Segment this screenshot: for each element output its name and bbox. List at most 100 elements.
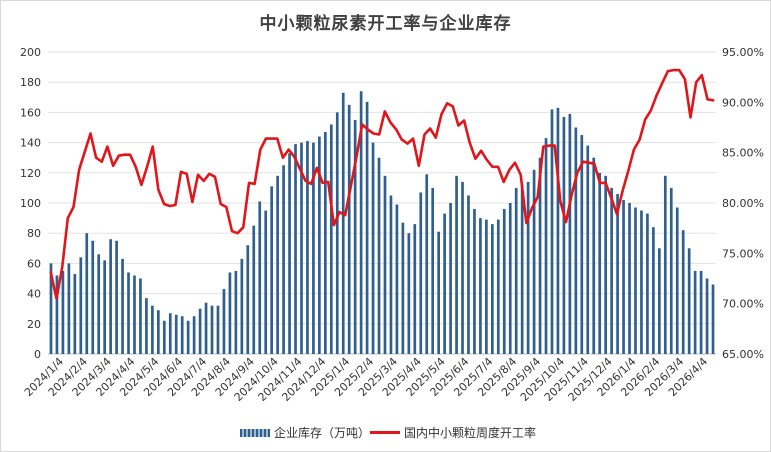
bar [222,289,226,354]
bar [318,136,321,354]
bar [353,119,357,354]
bar [300,142,303,354]
bar [347,104,351,354]
bar [329,124,333,354]
bar [335,112,339,355]
bar [514,187,518,354]
bar [467,195,470,354]
bar [252,225,256,354]
bar [711,284,715,354]
right-axis-ticks: 65.00% 70.00% 75.00% 80.00% 85.00% 90.00% 95.0… [722,46,764,361]
bar [437,231,441,354]
bar [657,248,661,354]
operating-rate-line [49,68,715,300]
bar [276,175,279,354]
right-tick-label: 75.00% [722,247,764,260]
bar [568,113,572,354]
bar [479,218,482,354]
bar [306,141,309,354]
bar [294,144,297,354]
bar [652,227,655,354]
left-tick-label: 140 [20,137,41,150]
bar [115,240,118,354]
bar [151,305,154,354]
bar [443,213,446,354]
bar [139,278,142,354]
bar [109,239,112,354]
bar [79,257,83,354]
bar [258,201,262,354]
bar [663,175,667,354]
legend-swatch-bar [240,428,270,437]
bar [610,187,613,354]
bar [407,233,411,354]
bar [365,101,369,354]
bar [216,305,220,354]
right-tick-label: 85.00% [722,147,764,160]
bar [628,203,631,354]
bar [270,186,274,354]
bar [85,233,89,354]
left-tick-label: 200 [20,46,41,59]
bar [246,245,250,354]
bar [508,203,512,354]
bar [562,116,566,355]
bar [449,203,452,354]
left-axis-ticks: 0 20 40 60 80 100 120 140 160 180 200 [20,46,41,361]
bar [646,213,649,354]
bar [687,248,691,354]
bar [174,314,178,354]
bar [592,157,596,354]
right-tick-label: 70.00% [722,298,764,311]
bar [359,91,363,354]
bar [61,270,65,354]
legend-label-operating-rate: 国内中小颗粒周度开工率 [404,426,537,440]
bar [323,132,327,354]
bar [419,192,423,354]
bar [556,107,560,355]
bar [598,172,602,354]
bar [198,308,202,354]
bar [341,92,345,355]
bar [413,224,417,354]
bar [210,305,214,354]
bar [550,109,554,354]
bar [526,181,530,354]
legend-item-inventory: 企业库存（万吨） [240,424,370,441]
bar [425,174,429,354]
left-tick-label: 80 [27,227,41,240]
bar [67,263,71,354]
bar [103,260,107,354]
bar [156,310,160,354]
bar [55,275,59,354]
gridlines [48,51,716,355]
bar [395,204,399,354]
bar [622,199,625,354]
bar [228,272,232,354]
bar [401,222,405,354]
line-series-operating-rate [49,68,715,300]
bar-series-inventory [49,91,715,355]
bar [580,135,584,354]
left-tick-label: 40 [27,288,41,301]
left-tick-label: 0 [34,348,41,361]
bar [496,219,500,354]
bar [377,157,381,354]
bar [288,153,291,354]
bar [699,270,703,354]
right-tick-label: 65.00% [722,348,764,361]
left-tick-label: 180 [20,76,41,89]
right-tick-label: 80.00% [722,197,764,210]
bar [204,302,208,354]
legend-swatch-line [370,431,400,434]
left-tick-label: 160 [20,106,41,119]
right-tick-label: 95.00% [722,46,764,59]
bar [532,169,536,354]
bar [312,142,315,354]
bar [705,278,709,354]
bar [186,320,190,354]
bar [634,207,637,354]
bar [473,209,476,354]
x-axis-ticks: 2024/1/42024/2/42024/3/42024/4/42024/5/4… [22,355,710,404]
